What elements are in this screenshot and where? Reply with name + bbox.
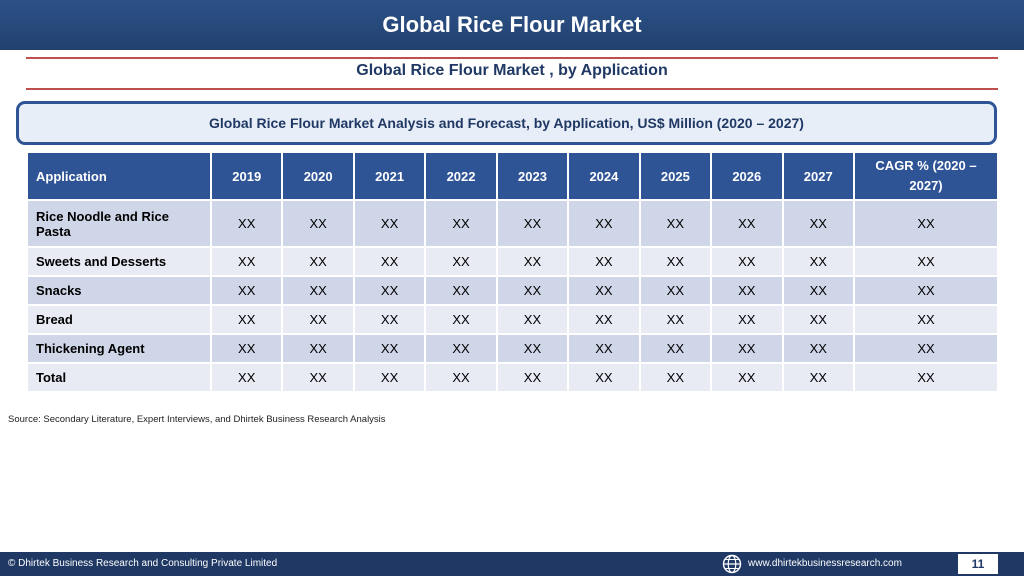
table-cell: XX (855, 335, 997, 362)
column-header-year: 2025 (640, 153, 711, 199)
table-cell: XX (569, 306, 639, 333)
table-cell: XX (783, 335, 853, 362)
table-cell: XX (712, 201, 782, 246)
table-cell: XX (855, 277, 997, 304)
table-row: Total XX XX XX XX XX XX XX XX XX XX (28, 364, 997, 391)
page-title: Global Rice Flour Market (382, 12, 642, 37)
row-label: Thickening Agent (28, 335, 210, 362)
table-cell: XX (426, 248, 496, 275)
table-cell: XX (283, 201, 353, 246)
table-caption: Global Rice Flour Market Analysis and Fo… (209, 115, 804, 131)
copyright-text: © Dhirtek Business Research and Consulti… (8, 558, 278, 569)
table-cell: XX (426, 335, 496, 362)
table-cell: XX (569, 277, 639, 304)
column-header-cagr: CAGR % (2020 – 2027) (855, 153, 997, 199)
table-cell: XX (783, 306, 853, 333)
row-label: Bread (28, 306, 210, 333)
column-header-year: 2027 (783, 153, 853, 199)
table-cell: XX (497, 277, 568, 304)
table-cell: XX (569, 201, 639, 246)
table-row: Sweets and Desserts XX XX XX XX XX XX XX XX XX XX (28, 248, 997, 275)
source-note: Source: Secondary Literature, Expert Int… (8, 414, 386, 425)
table-cell: XX (569, 335, 639, 362)
table-cell: XX (783, 201, 853, 246)
table-cell: XX (855, 364, 997, 391)
table-cell: XX (354, 364, 425, 391)
table-cell: XX (855, 248, 997, 275)
table-cell: XX (712, 306, 782, 333)
column-header-year: 2020 (283, 153, 353, 199)
table-cell: XX (354, 248, 425, 275)
market-table: Application 2019 2020 2021 2022 2023 2024 2025 2… (26, 151, 999, 393)
table-cell: XX (426, 364, 496, 391)
table-cell: XX (640, 248, 711, 275)
title-bar: Global Rice Flour Market (0, 0, 1024, 50)
column-header-year: 2022 (426, 153, 496, 199)
column-header-application: Application (28, 153, 210, 199)
table-cell: XX (283, 364, 353, 391)
table-cell: XX (212, 306, 282, 333)
column-header-year: 2024 (569, 153, 639, 199)
table-cell: XX (212, 248, 282, 275)
table-cell: XX (712, 277, 782, 304)
table-caption-banner: Global Rice Flour Market Analysis and Fo… (16, 101, 997, 145)
table-cell: XX (212, 277, 282, 304)
table-cell: XX (712, 364, 782, 391)
table-cell: XX (497, 306, 568, 333)
table-cell: XX (783, 364, 853, 391)
table-cell: XX (426, 277, 496, 304)
table-row: Bread XX XX XX XX XX XX XX XX XX XX (28, 306, 997, 333)
table-cell: XX (497, 248, 568, 275)
table-cell: XX (640, 306, 711, 333)
table-cell: XX (354, 277, 425, 304)
table-cell: XX (283, 277, 353, 304)
table-cell: XX (640, 335, 711, 362)
table-cell: XX (212, 335, 282, 362)
table-cell: XX (712, 248, 782, 275)
table-cell: XX (569, 364, 639, 391)
row-label: Snacks (28, 277, 210, 304)
table-body: Rice Noodle and Rice Pasta XX XX XX XX XX XX XX… (28, 201, 997, 391)
table-cell: XX (283, 335, 353, 362)
table-cell: XX (569, 248, 639, 275)
page-number: 11 (958, 554, 998, 574)
table-cell: XX (497, 201, 568, 246)
footer-bar: © Dhirtek Business Research and Consulti… (0, 552, 1024, 576)
table-cell: XX (712, 335, 782, 362)
section-subtitle: Global Rice Flour Market , by Applicatio… (356, 62, 668, 79)
column-header-year: 2021 (354, 153, 425, 199)
table-row: Snacks XX XX XX XX XX XX XX XX XX XX (28, 277, 997, 304)
table-cell: XX (640, 364, 711, 391)
divider-top (26, 57, 998, 59)
table-cell: XX (640, 201, 711, 246)
table-cell: XX (212, 201, 282, 246)
table-cell: XX (497, 364, 568, 391)
row-label: Rice Noodle and Rice Pasta (28, 201, 210, 246)
row-label: Sweets and Desserts (28, 248, 210, 275)
table-cell: XX (497, 335, 568, 362)
table-row: Thickening Agent XX XX XX XX XX XX XX XX XX XX (28, 335, 997, 362)
table-cell: XX (783, 248, 853, 275)
column-header-year: 2026 (712, 153, 782, 199)
globe-icon (722, 554, 742, 574)
table-cell: XX (283, 248, 353, 275)
divider-bottom (26, 88, 998, 90)
column-header-year: 2019 (212, 153, 282, 199)
table-header-row: Application 2019 2020 2021 2022 2023 2024 2025 2… (28, 153, 997, 199)
table-cell: XX (783, 277, 853, 304)
table-cell: XX (354, 306, 425, 333)
row-label: Total (28, 364, 210, 391)
table-cell: XX (855, 201, 997, 246)
table-cell: XX (426, 306, 496, 333)
table-cell: XX (212, 364, 282, 391)
table-cell: XX (283, 306, 353, 333)
column-header-year: 2023 (497, 153, 568, 199)
table-cell: XX (640, 277, 711, 304)
table-cell: XX (426, 201, 496, 246)
table-cell: XX (354, 201, 425, 246)
table-row: Rice Noodle and Rice Pasta XX XX XX XX XX XX XX… (28, 201, 997, 246)
table-cell: XX (354, 335, 425, 362)
website-link[interactable]: www.dhirtekbusinessresearch.com (748, 558, 902, 569)
table-cell: XX (855, 306, 997, 333)
